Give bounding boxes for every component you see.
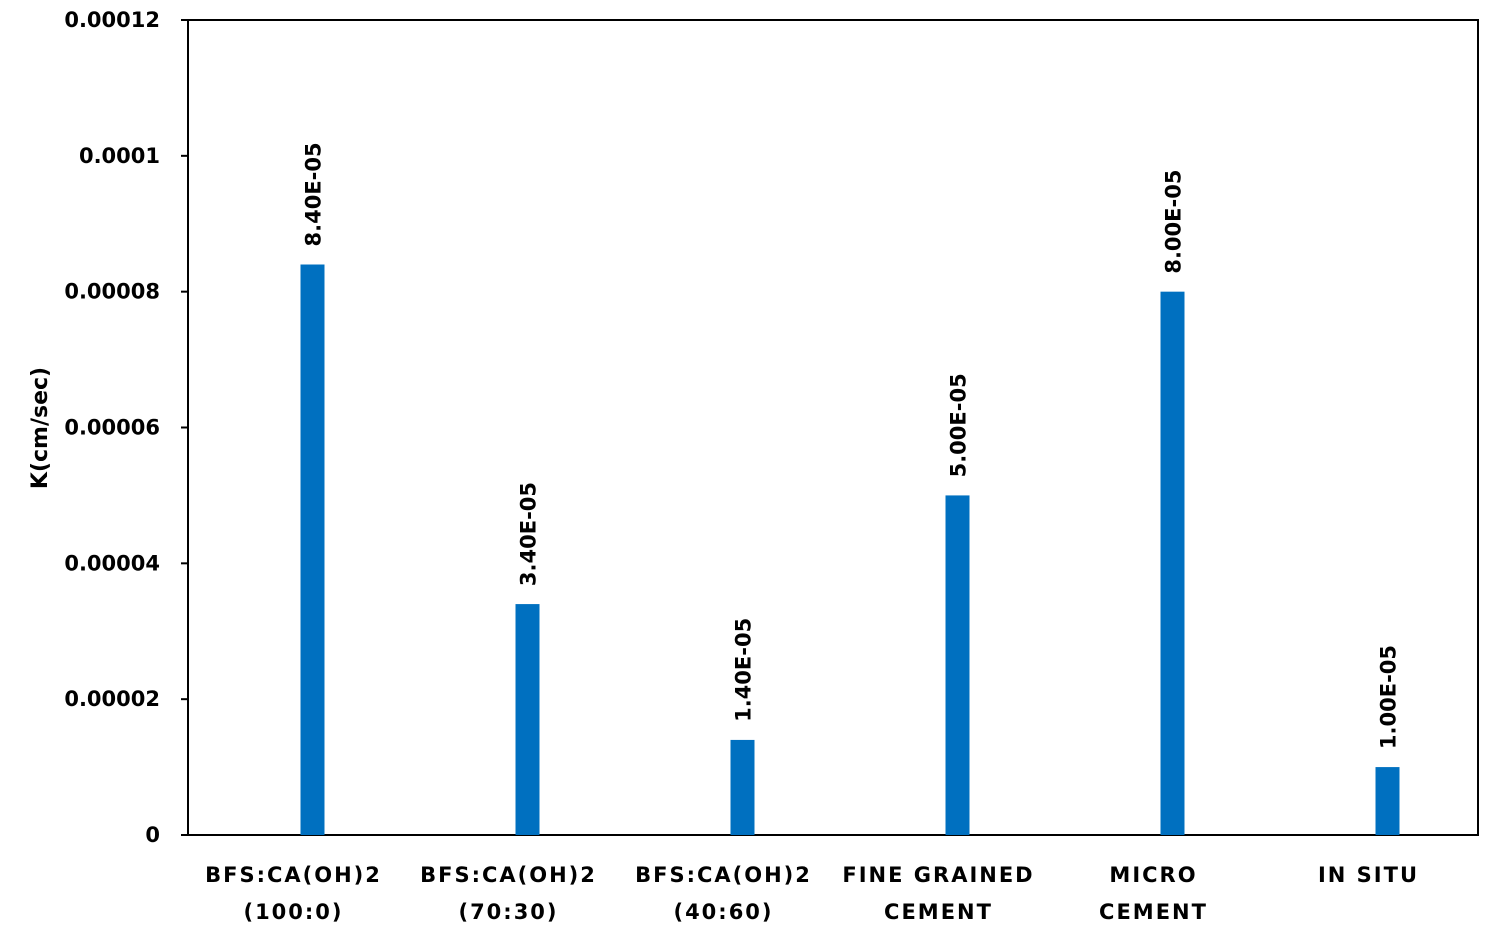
bar [1375, 767, 1400, 835]
data-label: 1.40E-05 [732, 618, 756, 722]
data-label: 8.00E-05 [1162, 170, 1186, 274]
data-labels: 8.40E-05 3.40E-05 1.40E-05 5.00E-05 8.00E-05… [302, 142, 1401, 749]
bar-series [300, 264, 1400, 836]
bar [300, 264, 325, 835]
x-tick-label: FINE GRAINED [842, 863, 1034, 887]
y-tick-label: 0.0001 [79, 144, 160, 168]
bar [730, 739, 755, 835]
x-tick-label: IN SITU [1318, 863, 1419, 887]
x-axis: BFS:CA(OH)2 (100:0) BFS:CA(OH)2 (70:30) BFS:… [205, 863, 1419, 924]
data-label: 1.00E-05 [1377, 645, 1401, 749]
y-tick-label: 0.00004 [64, 551, 160, 575]
y-tick-label: 0 [145, 823, 160, 847]
x-tick-label: MICRO [1109, 863, 1197, 887]
bar [945, 495, 970, 835]
x-tick-label: BFS:CA(OH)2 [635, 863, 812, 887]
data-label: 3.40E-05 [517, 482, 541, 586]
x-tick-label: (40:60) [673, 900, 773, 924]
x-tick-label: BFS:CA(OH)2 [420, 863, 597, 887]
y-axis: 0 0.00002 0.00004 0.00006 0.00008 0.0001 0.000… [64, 8, 188, 847]
x-tick-label: (100:0) [243, 900, 343, 924]
bar [1160, 291, 1185, 836]
x-tick-label: CEMENT [1099, 900, 1208, 924]
bar [515, 604, 540, 835]
data-label: 5.00E-05 [947, 373, 971, 477]
y-tick-label: 0.00002 [64, 687, 160, 711]
x-tick-label: (70:30) [458, 900, 558, 924]
y-tick-label: 0.00008 [64, 280, 160, 304]
x-tick-label: BFS:CA(OH)2 [205, 863, 382, 887]
x-tick-label: CEMENT [884, 900, 993, 924]
y-tick-label: 0.00006 [64, 416, 160, 440]
y-tick-label: 0.00012 [64, 8, 160, 32]
plot-area-border [187, 19, 1479, 836]
y-axis-title: K(cm/sec) [28, 367, 53, 489]
data-label: 8.40E-05 [302, 142, 326, 246]
